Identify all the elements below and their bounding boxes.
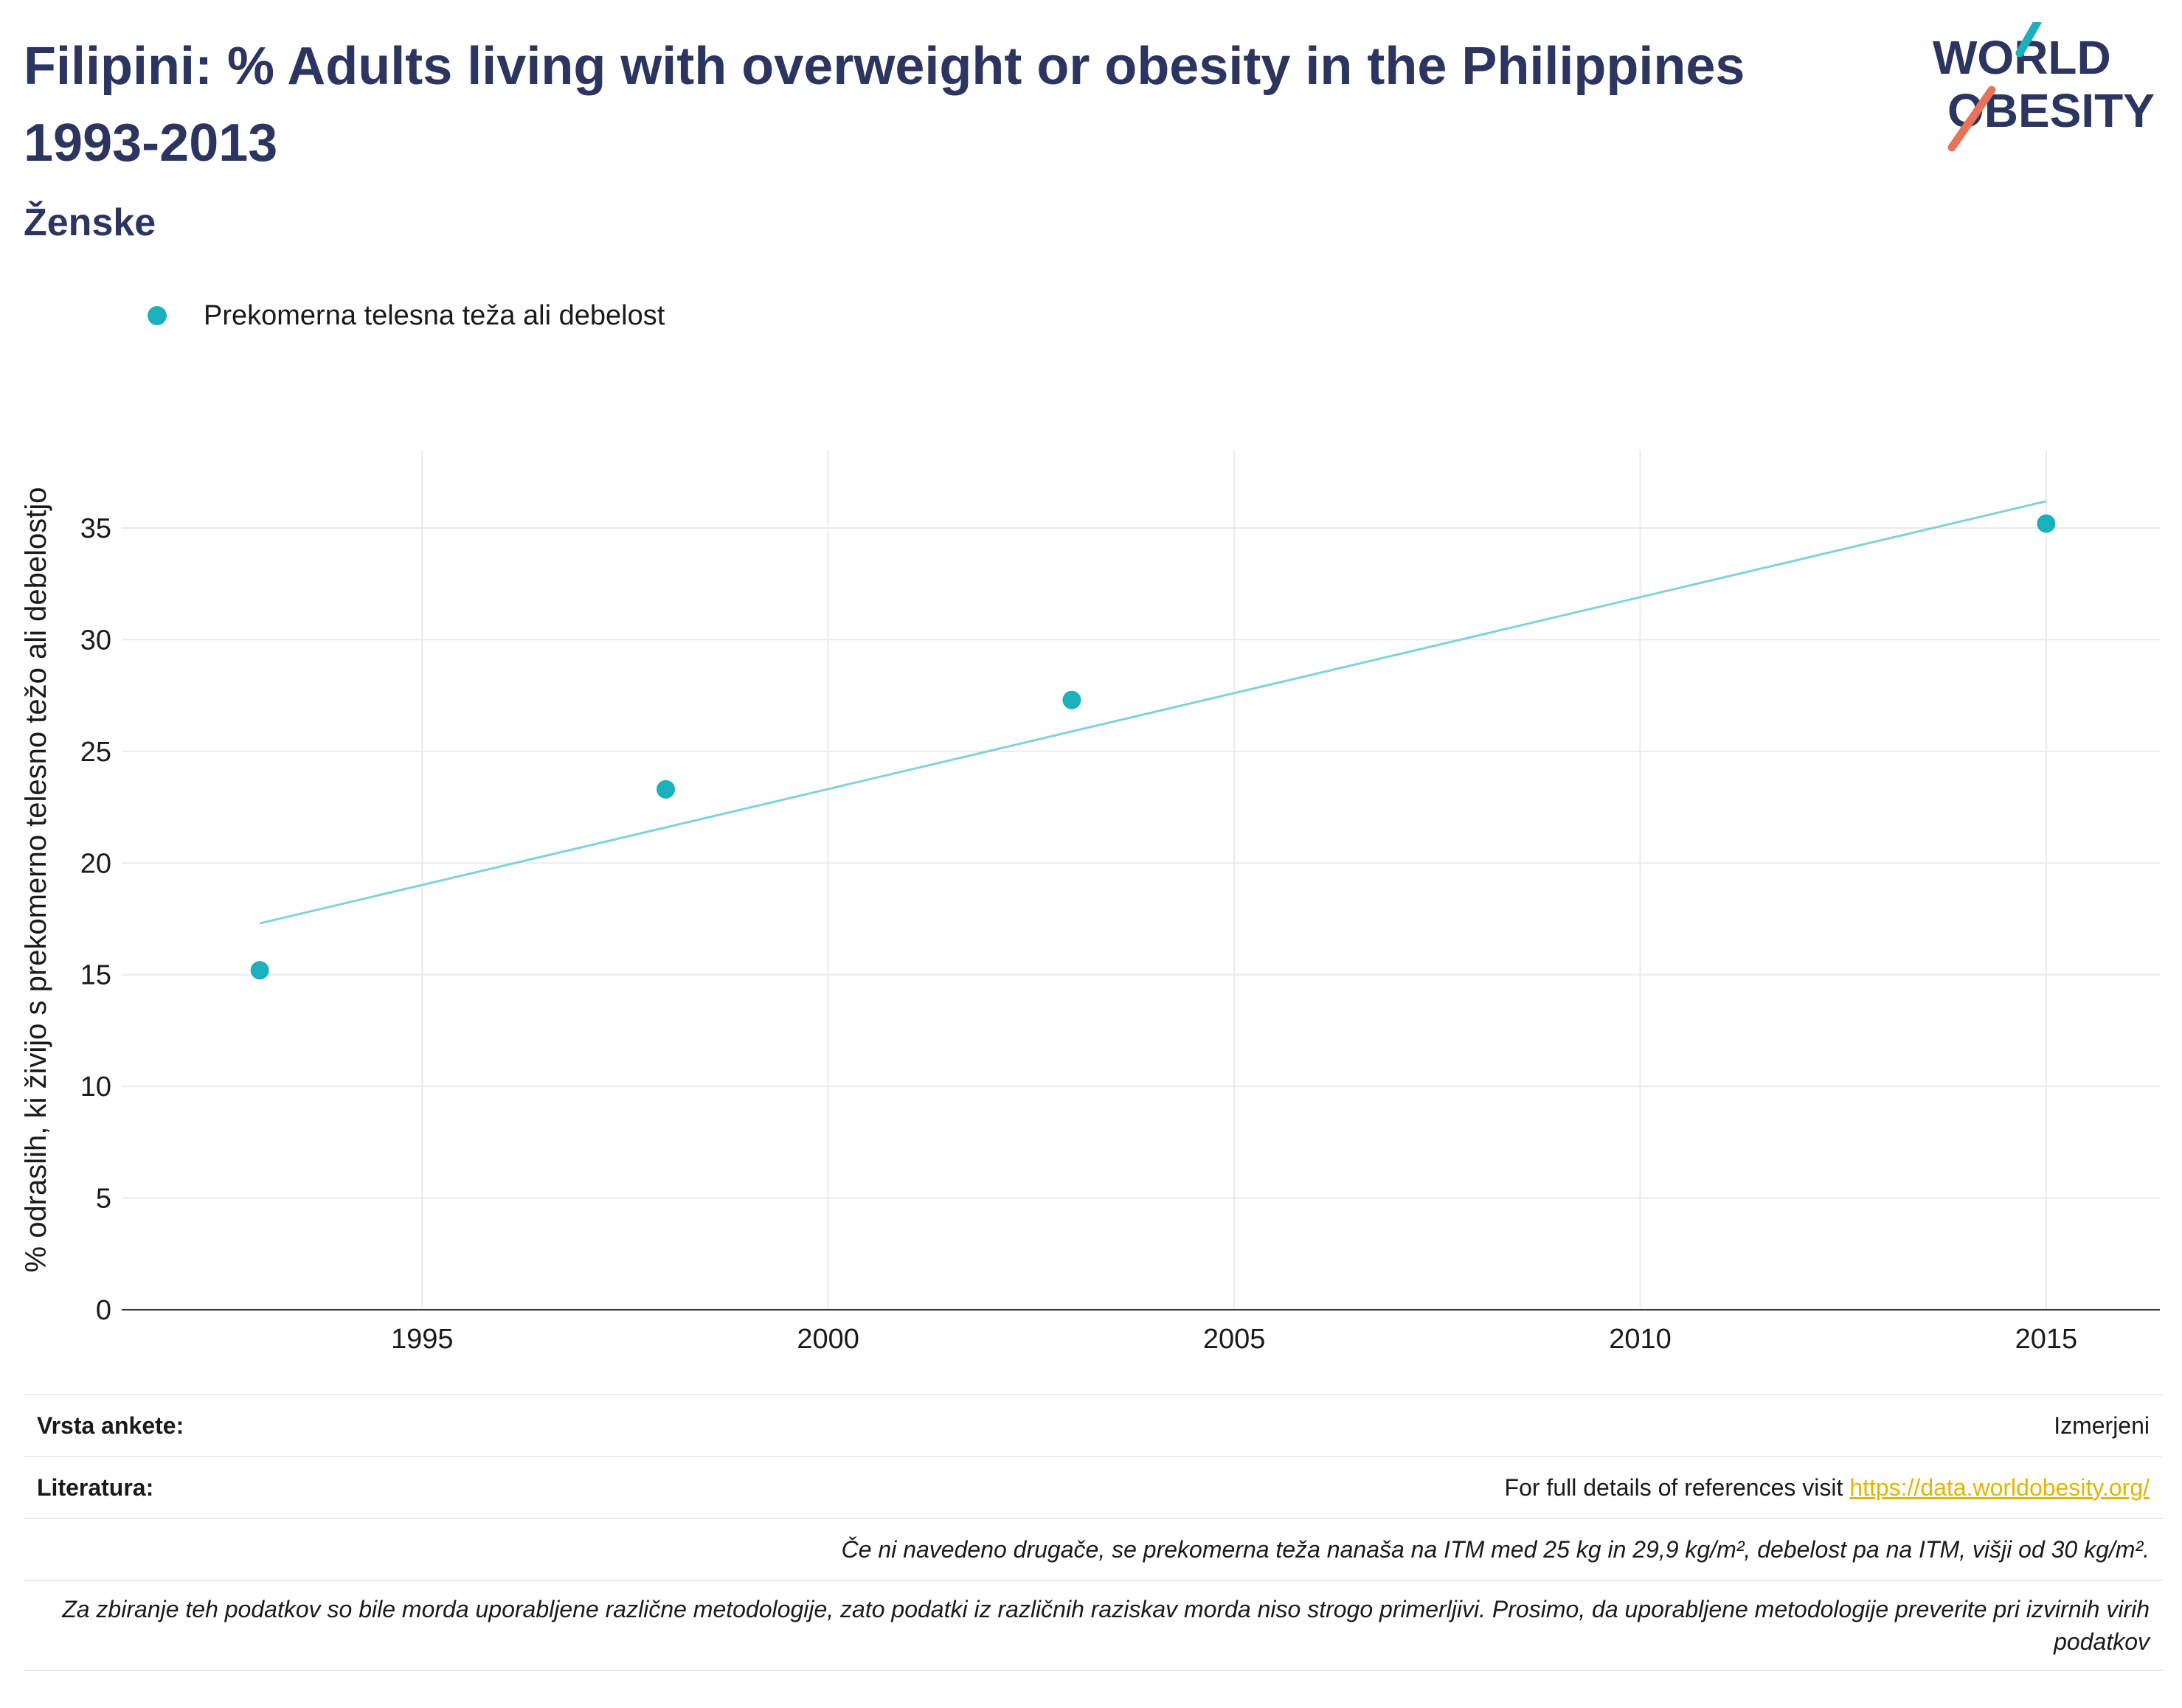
- bmi-note-row: Če ni navedeno drugače, se prekomerna te…: [24, 1518, 2163, 1580]
- references-label: Literatura:: [37, 1473, 154, 1501]
- y-tick-label: 15: [80, 960, 111, 991]
- references-link[interactable]: https://data.worldobesity.org/: [1849, 1473, 2150, 1501]
- legend-marker: [148, 306, 167, 325]
- data-point: [250, 961, 269, 980]
- y-tick-label: 0: [96, 1295, 111, 1326]
- methodology-note-row: Za zbiranje teh podatkov so bile morda u…: [24, 1580, 2163, 1671]
- logo-slash-teal: [2015, 22, 2042, 58]
- x-tick-label: 2010: [1609, 1324, 1672, 1355]
- bmi-note: Če ni navedeno drugače, se prekomerna te…: [841, 1536, 2150, 1563]
- methodology-note: Za zbiranje teh podatkov so bile morda u…: [62, 1596, 2150, 1655]
- logo-text-world: WORLD: [1933, 31, 2111, 84]
- x-tick-label: 2005: [1203, 1324, 1266, 1355]
- references-text: For full details of references visit: [1504, 1473, 1850, 1501]
- y-tick-label: 20: [80, 848, 111, 879]
- references-text-wrap: For full details of references visit htt…: [1505, 1474, 2150, 1502]
- data-point: [2037, 514, 2056, 533]
- survey-type-row: Vrsta ankete: Izmerjeni: [24, 1394, 2163, 1456]
- chart-title: Filipini: % Adults living with overweigh…: [24, 37, 1745, 173]
- y-tick-label: 25: [80, 737, 111, 768]
- legend-label: Prekomerna telesna teža ali debelost: [204, 299, 665, 331]
- logo-slash-coral: [1947, 86, 1996, 152]
- y-tick-label: 30: [80, 625, 111, 656]
- references-row: Literatura: For full details of referenc…: [24, 1456, 2163, 1518]
- data-point: [1062, 690, 1081, 709]
- y-tick-label: 35: [80, 513, 111, 544]
- chart-subtitle: Ženske: [24, 201, 156, 244]
- x-tick-label: 1995: [391, 1324, 454, 1355]
- chart-legend: Prekomerna telesna teža ali debelost: [148, 294, 665, 338]
- data-point: [657, 780, 676, 799]
- survey-type-label: Vrsta ankete:: [37, 1412, 184, 1439]
- y-tick-label: 5: [96, 1184, 111, 1215]
- y-tick-label: 10: [80, 1072, 111, 1103]
- world-obesity-logo: WORLD OBESITY: [1933, 22, 2155, 152]
- x-tick-label: 2000: [797, 1324, 859, 1355]
- y-axis-title: % odraslih, ki živijo s prekomerno teles…: [20, 487, 52, 1273]
- trend-line: [259, 500, 2047, 925]
- scatter-chart: 0 5 10 15 20 25 30 35 1995 2000 2005 2010 2015 % odra…: [20, 450, 2160, 1355]
- survey-type-value: Izmerjeni: [2054, 1412, 2150, 1439]
- chart-footer: Vrsta ankete: Izmerjeni Literatura: For …: [24, 1394, 2163, 1671]
- x-tick-label: 2015: [2015, 1324, 2078, 1355]
